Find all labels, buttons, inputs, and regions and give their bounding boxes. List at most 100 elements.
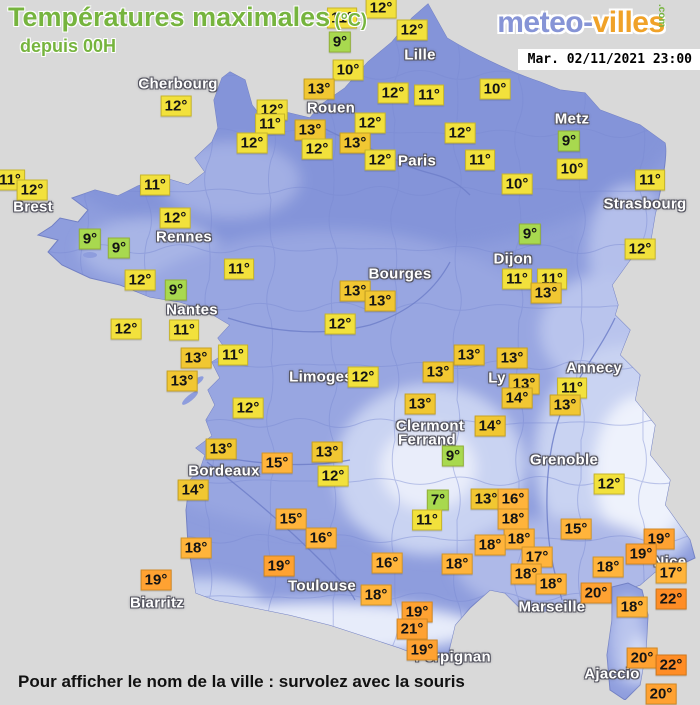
city-label-dijon: Dijon xyxy=(493,250,533,268)
temperature-label[interactable]: 11° xyxy=(255,113,285,135)
temperature-label[interactable]: 11° xyxy=(465,149,495,171)
temperature-label[interactable]: 12° xyxy=(124,269,156,291)
temperature-label[interactable]: 11° xyxy=(224,258,254,280)
temperature-label[interactable]: 22° xyxy=(655,588,687,610)
temperature-label[interactable]: 10° xyxy=(501,173,533,195)
temperature-label[interactable]: 18° xyxy=(360,584,392,606)
temperature-label[interactable]: 11° xyxy=(327,7,357,29)
city-label-clermont: Clermont xyxy=(395,417,465,435)
temperature-label[interactable]: 13° xyxy=(404,393,436,415)
temperature-label[interactable]: 10° xyxy=(332,59,364,81)
temperature-label[interactable]: 19° xyxy=(140,569,172,591)
city-label-limoges: Limoges xyxy=(289,368,353,386)
temperature-label[interactable]: 11° xyxy=(414,84,444,106)
temperature-label[interactable]: 18° xyxy=(535,573,567,595)
temperature-label[interactable]: 19° xyxy=(401,601,433,623)
title-block: Températures maximales (°C) depuis 00H xyxy=(8,2,367,57)
temperature-label[interactable]: 12° xyxy=(317,465,349,487)
temperature-label[interactable]: 12° xyxy=(364,149,396,171)
temperature-label[interactable]: 12° xyxy=(301,138,333,160)
temperature-label[interactable]: 11° xyxy=(169,319,199,341)
temperature-label[interactable]: 13° xyxy=(205,438,237,460)
temperature-label[interactable]: 13° xyxy=(530,282,562,304)
temperature-label[interactable]: 14° xyxy=(474,415,506,437)
temperature-label[interactable]: 9° xyxy=(328,31,352,53)
temperature-label[interactable]: 18° xyxy=(616,596,648,618)
city-label-strasbourg: Strasbourg xyxy=(603,195,687,213)
temperature-label[interactable]: 12° xyxy=(236,132,268,154)
temperature-label[interactable]: 16° xyxy=(371,552,403,574)
temperature-label[interactable]: 9° xyxy=(78,228,102,250)
city-label-bordeaux: Bordeaux xyxy=(188,462,260,480)
temperature-label[interactable]: 11° xyxy=(557,377,587,399)
temperature-label[interactable]: 12° xyxy=(324,313,356,335)
temperature-label[interactable]: 13° xyxy=(496,347,528,369)
meteo-villes-logo[interactable]: meteo-villes.com xyxy=(497,4,690,40)
temperature-label[interactable]: 11° xyxy=(412,509,442,531)
temperature-label[interactable]: 12° xyxy=(16,179,48,201)
temperature-label[interactable]: 12° xyxy=(444,122,476,144)
temperature-label[interactable]: 12° xyxy=(377,82,409,104)
temperature-label[interactable]: 13° xyxy=(549,394,581,416)
temperature-label[interactable]: 21° xyxy=(396,618,428,640)
temperature-label[interactable]: 18° xyxy=(510,563,542,585)
temperature-label[interactable]: 12° xyxy=(347,366,379,388)
temperature-label[interactable]: 13° xyxy=(453,344,485,366)
temperature-label[interactable]: 13° xyxy=(180,347,212,369)
temperature-label[interactable]: 9° xyxy=(518,223,542,245)
temperature-label[interactable]: 22° xyxy=(655,654,687,676)
temperature-label[interactable]: 12° xyxy=(232,397,264,419)
temperature-label[interactable]: 9° xyxy=(164,279,188,301)
temperature-label[interactable]: 13° xyxy=(166,370,198,392)
temperature-label[interactable]: 14° xyxy=(177,479,209,501)
temperature-label[interactable]: 19° xyxy=(263,555,295,577)
temperature-label[interactable]: 12° xyxy=(624,238,656,260)
temperature-label[interactable]: 11° xyxy=(218,344,248,366)
temperature-label[interactable]: 19° xyxy=(406,639,438,661)
temperature-label[interactable]: 11° xyxy=(140,174,170,196)
temperature-label[interactable]: 13° xyxy=(339,132,371,154)
temperature-label[interactable]: 20° xyxy=(580,582,612,604)
temperature-label[interactable]: 20° xyxy=(645,683,677,705)
temperature-label[interactable]: 18° xyxy=(592,556,624,578)
temperature-label[interactable]: 7° xyxy=(426,489,450,511)
temperature-label[interactable]: 19° xyxy=(625,543,657,565)
temperature-label[interactable]: 11° xyxy=(502,268,532,290)
temperature-label[interactable]: 12° xyxy=(159,207,191,229)
temperature-label[interactable]: 13° xyxy=(422,361,454,383)
temperature-label[interactable]: 18° xyxy=(474,534,506,556)
temperature-label[interactable]: 14° xyxy=(501,387,533,409)
temperature-label[interactable]: 16° xyxy=(497,488,529,510)
temperature-label[interactable]: 12° xyxy=(396,19,428,41)
temperature-label[interactable]: 13° xyxy=(364,290,396,312)
temperature-label[interactable]: 11° xyxy=(635,169,665,191)
temperature-label[interactable]: 16° xyxy=(305,527,337,549)
temperature-label[interactable]: 20° xyxy=(626,647,658,669)
temperature-label[interactable]: 12° xyxy=(593,473,625,495)
temperature-label[interactable]: 10° xyxy=(556,158,588,180)
rivers xyxy=(206,119,616,601)
temperature-label[interactable]: 18° xyxy=(180,537,212,559)
city-label-toulouse: Toulouse xyxy=(288,577,356,595)
temperature-label[interactable]: 10° xyxy=(479,78,511,100)
city-label-ly: Ly xyxy=(488,369,506,387)
temperature-label[interactable]: 9° xyxy=(107,237,131,259)
temperature-label[interactable]: 13° xyxy=(294,119,326,141)
city-label-paris: Paris xyxy=(397,152,437,170)
temperature-label[interactable]: 13° xyxy=(311,441,343,463)
temperature-label[interactable]: 12° xyxy=(365,0,397,19)
temperature-label[interactable]: 13° xyxy=(303,78,335,100)
temperature-label[interactable]: 18° xyxy=(497,508,529,530)
temperature-label[interactable]: 12° xyxy=(354,112,386,134)
temperature-label[interactable]: 15° xyxy=(275,508,307,530)
temperature-label[interactable]: 9° xyxy=(557,130,581,152)
temperature-label[interactable]: 12° xyxy=(160,95,192,117)
temperature-label[interactable]: 15° xyxy=(261,452,293,474)
temperature-label[interactable]: 15° xyxy=(560,518,592,540)
logo-part-meteo: meteo- xyxy=(497,6,593,39)
temperature-label[interactable]: 18° xyxy=(441,553,473,575)
temperature-label[interactable]: 17° xyxy=(655,562,687,584)
temperature-label[interactable]: 9° xyxy=(441,445,465,467)
temperature-label[interactable]: 12° xyxy=(110,318,142,340)
